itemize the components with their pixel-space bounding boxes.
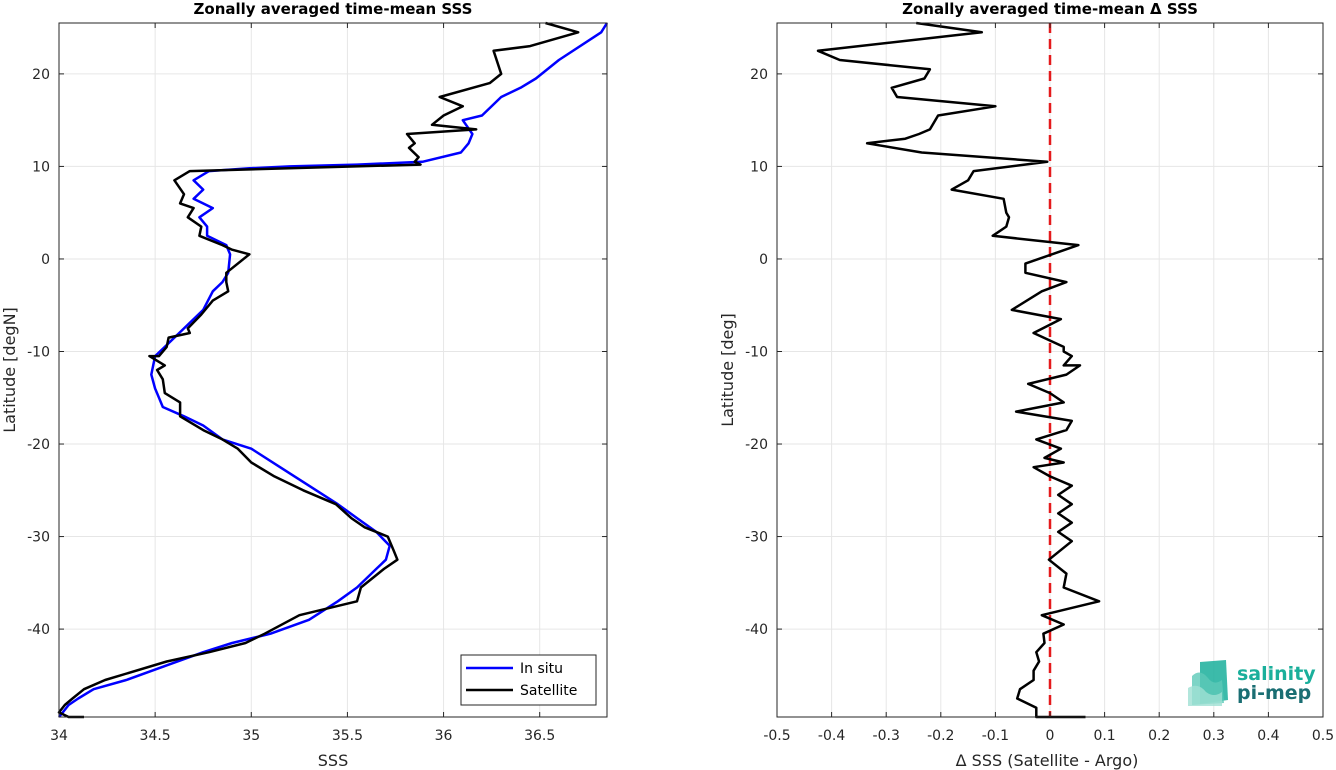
y-tick-label: 0 xyxy=(41,252,50,268)
left-grid xyxy=(58,23,607,717)
left-axes-box xyxy=(58,22,608,718)
series-line-delta xyxy=(816,21,1101,719)
y-tick-label: -20 xyxy=(27,437,50,453)
y-tick-label: -40 xyxy=(27,622,50,638)
x-tick-label: 0.4 xyxy=(1257,728,1279,744)
salinity-pi-mep-logo: salinity pi-mep xyxy=(1188,660,1316,706)
x-tick-label: -0.5 xyxy=(763,728,790,744)
logo-wave-icon xyxy=(1188,660,1228,706)
y-tick-label: -10 xyxy=(27,344,50,360)
x-tick-label: -0.3 xyxy=(873,728,900,744)
x-tick-label: 0.5 xyxy=(1312,728,1334,744)
x-tick-label: 0.3 xyxy=(1203,728,1225,744)
y-tick-label: 20 xyxy=(750,67,768,83)
y-tick-label: 10 xyxy=(750,159,768,175)
x-tick-label: 35.5 xyxy=(332,728,363,744)
left-y-ticks: -40 -30 -20 -10 0 10 20 xyxy=(27,67,607,638)
y-tick-label: 20 xyxy=(32,67,50,83)
left-x-ticks: 34 34.5 35 35.5 36 36.5 xyxy=(50,23,555,744)
y-tick-label: -10 xyxy=(745,344,768,360)
x-tick-label: 0.2 xyxy=(1148,728,1170,744)
x-tick-label: -0.4 xyxy=(818,728,845,744)
left-series xyxy=(57,21,609,719)
panel-left: 34 34.5 35 35.5 36 36.5 -40 -30 -20 -10 0 10 20 Zon… xyxy=(0,0,609,770)
right-y-axis-label: Latitude [deg] xyxy=(718,313,737,427)
left-y-axis-label: Latitude [degN] xyxy=(0,307,19,433)
legend-satellite-label: Satellite xyxy=(520,683,577,699)
y-tick-label: -30 xyxy=(27,530,50,546)
logo-text-salinity: salinity xyxy=(1237,663,1316,685)
left-axes-background xyxy=(59,23,607,717)
x-tick-label: -0.1 xyxy=(982,728,1009,744)
y-tick-label: -20 xyxy=(745,437,768,453)
x-tick-label: 0 xyxy=(1046,728,1055,744)
x-tick-label: 36 xyxy=(435,728,453,744)
right-x-axis-label: Δ SSS (Satellite - Argo) xyxy=(956,751,1139,770)
x-tick-label: 36.5 xyxy=(524,728,555,744)
series-line-satellite xyxy=(57,21,580,719)
logo-text-pi-mep: pi-mep xyxy=(1237,682,1311,704)
left-x-axis-label: SSS xyxy=(318,751,348,770)
y-tick-label: -30 xyxy=(745,530,768,546)
left-chart-title: Zonally averaged time-mean SSS xyxy=(194,0,473,18)
panel-right: -0.5 -0.4 -0.3 -0.2 -0.1 0 0.1 0.2 0.3 0.4 0.5 -40… xyxy=(718,0,1334,770)
x-tick-label: 35 xyxy=(242,728,260,744)
x-tick-label: -0.2 xyxy=(927,728,954,744)
legend-in-situ-label: In situ xyxy=(520,661,563,677)
x-tick-label: 34 xyxy=(50,728,68,744)
legend: In situ Satellite xyxy=(460,654,597,706)
x-tick-label: 0.1 xyxy=(1093,728,1115,744)
y-tick-label: 10 xyxy=(32,159,50,175)
right-chart-title: Zonally averaged time-mean Δ SSS xyxy=(902,0,1198,18)
right-series xyxy=(816,21,1101,719)
right-x-ticks: -0.5 -0.4 -0.3 -0.2 -0.1 0 0.1 0.2 0.3 0.4 0.5 xyxy=(763,23,1334,744)
x-tick-label: 34.5 xyxy=(140,728,171,744)
y-tick-label: -40 xyxy=(745,622,768,638)
y-tick-label: 0 xyxy=(759,252,768,268)
right-y-ticks: -40 -30 -20 -10 0 10 20 xyxy=(745,67,1323,638)
series-line-in-situ xyxy=(58,22,609,718)
legend-box xyxy=(460,654,597,706)
